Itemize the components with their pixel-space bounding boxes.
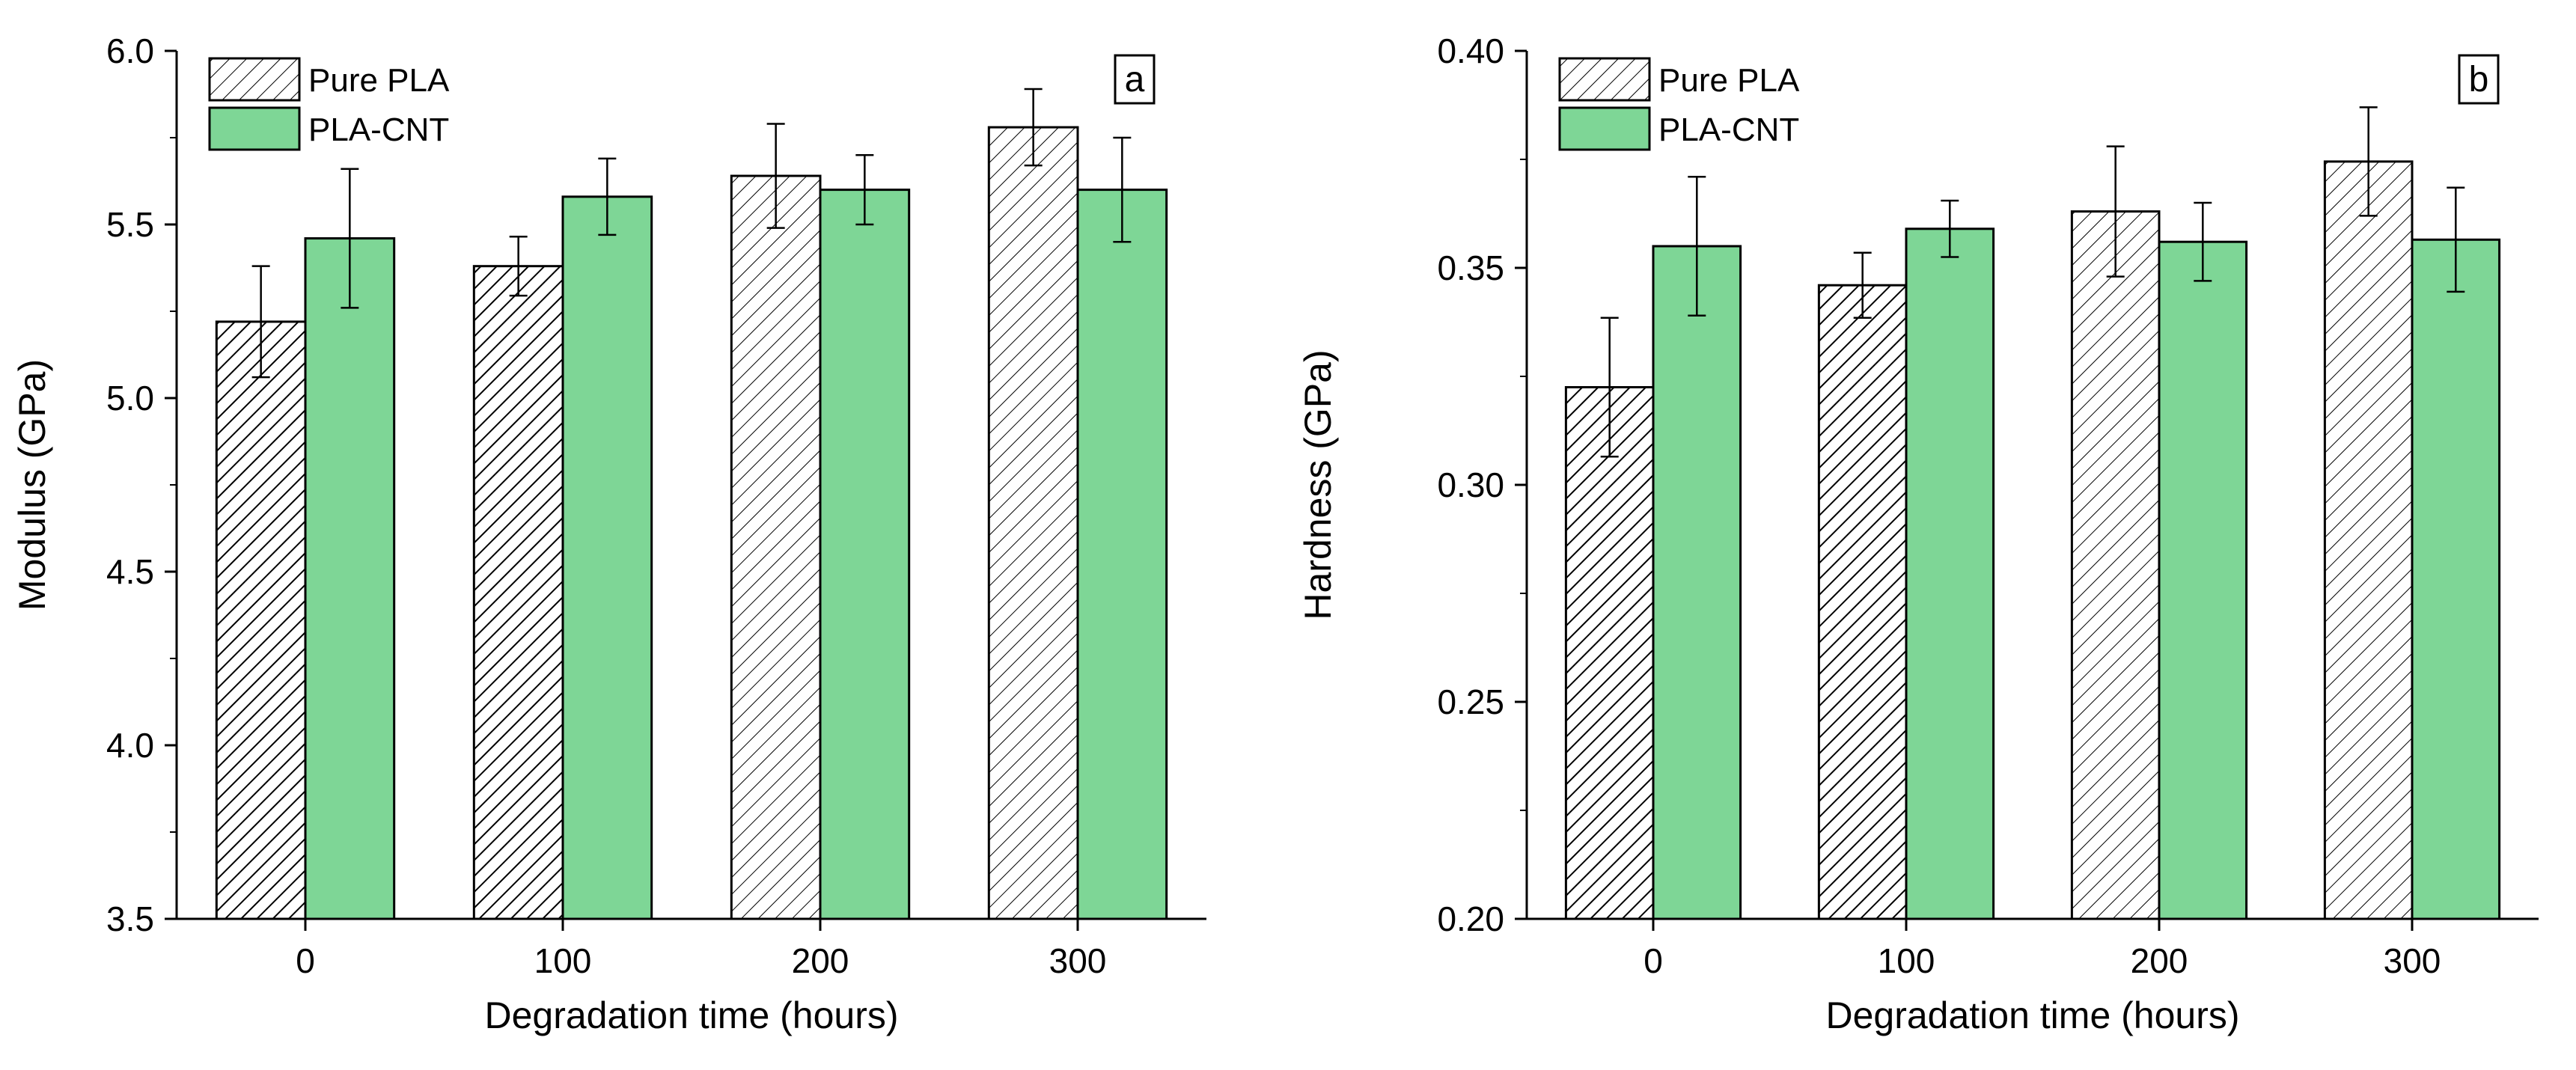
y-tick-label: 0.35 [1437, 248, 1504, 287]
y-tick-label: 0.30 [1437, 465, 1504, 504]
pure-pla-bar [215, 320, 307, 920]
pla-cnt-bar [304, 237, 396, 920]
x-tick-label: 200 [2131, 941, 2188, 980]
x-tick-label: 100 [1878, 941, 1935, 980]
pure-pla-bar [472, 265, 564, 920]
legend-label-pure-pla: Pure PLA [1658, 62, 1800, 99]
pla-cnt-bar [2158, 240, 2248, 920]
y-tick-label: 5.5 [106, 205, 154, 244]
legend-label-pla-cnt: PLA-CNT [308, 111, 449, 148]
x-tick-label: 300 [1049, 941, 1107, 980]
pure-pla-bar [2070, 210, 2161, 920]
legend-swatch-pla-cnt [1558, 106, 1651, 151]
pla-cnt-bar [1076, 189, 1168, 920]
y-tick-label: 5.0 [106, 379, 154, 418]
x-tick-label: 0 [296, 941, 315, 980]
y-tick-label: 0.25 [1437, 682, 1504, 721]
y-axis-title: Modulus (GPa) [11, 359, 53, 611]
hardness-chart-panel: 0.20 0.25 0.30 0.35 0.40 0 100 200 300 Degradatio… [1297, 31, 2539, 1036]
pla-cnt-bar [1652, 245, 1742, 920]
y-tick-label: 0.40 [1437, 31, 1504, 70]
x-tick-label: 300 [2384, 941, 2441, 980]
legend-label-pla-cnt: PLA-CNT [1658, 111, 1799, 148]
y-tick-label: 0.20 [1437, 899, 1504, 938]
legend-swatch-pure-pla [1558, 57, 1651, 102]
legend-label-pure-pla: Pure PLA [308, 62, 450, 99]
y-axis-title: Hardness (GPa) [1297, 349, 1339, 620]
y-tick-label: 4.5 [106, 552, 154, 591]
pure-pla-bar [2323, 160, 2414, 920]
x-tick-label: 0 [1643, 941, 1663, 980]
legend-swatch-pla-cnt [208, 106, 301, 151]
pla-cnt-bar [561, 195, 653, 920]
x-tick-label: 200 [792, 941, 849, 980]
pure-pla-bar [987, 126, 1079, 920]
pla-cnt-bar [2411, 238, 2501, 920]
panel-letter-box [2458, 54, 2500, 105]
legend-swatch-pure-pla [208, 57, 301, 102]
x-axis-title: Degradation time (hours) [484, 994, 898, 1036]
pure-pla-bar [1817, 284, 1908, 920]
pure-pla-bar [1564, 386, 1655, 920]
pla-cnt-bar [819, 189, 911, 920]
x-tick-label: 100 [534, 941, 592, 980]
y-tick-label: 3.5 [106, 899, 154, 938]
panel-letter: b [2469, 60, 2489, 100]
pure-pla-bar [730, 174, 822, 920]
y-tick-label: 6.0 [106, 31, 154, 70]
panel-letter-box [1114, 54, 1156, 105]
y-tick-label: 4.0 [106, 726, 154, 765]
x-axis-title: Degradation time (hours) [1825, 994, 2239, 1036]
panel-letter: a [1125, 60, 1145, 100]
modulus-chart-panel: 3.5 4.0 4.5 5.0 5.5 6.0 0 100 200 300 Degradation … [11, 31, 1206, 1036]
pla-cnt-bar [1905, 227, 1995, 920]
